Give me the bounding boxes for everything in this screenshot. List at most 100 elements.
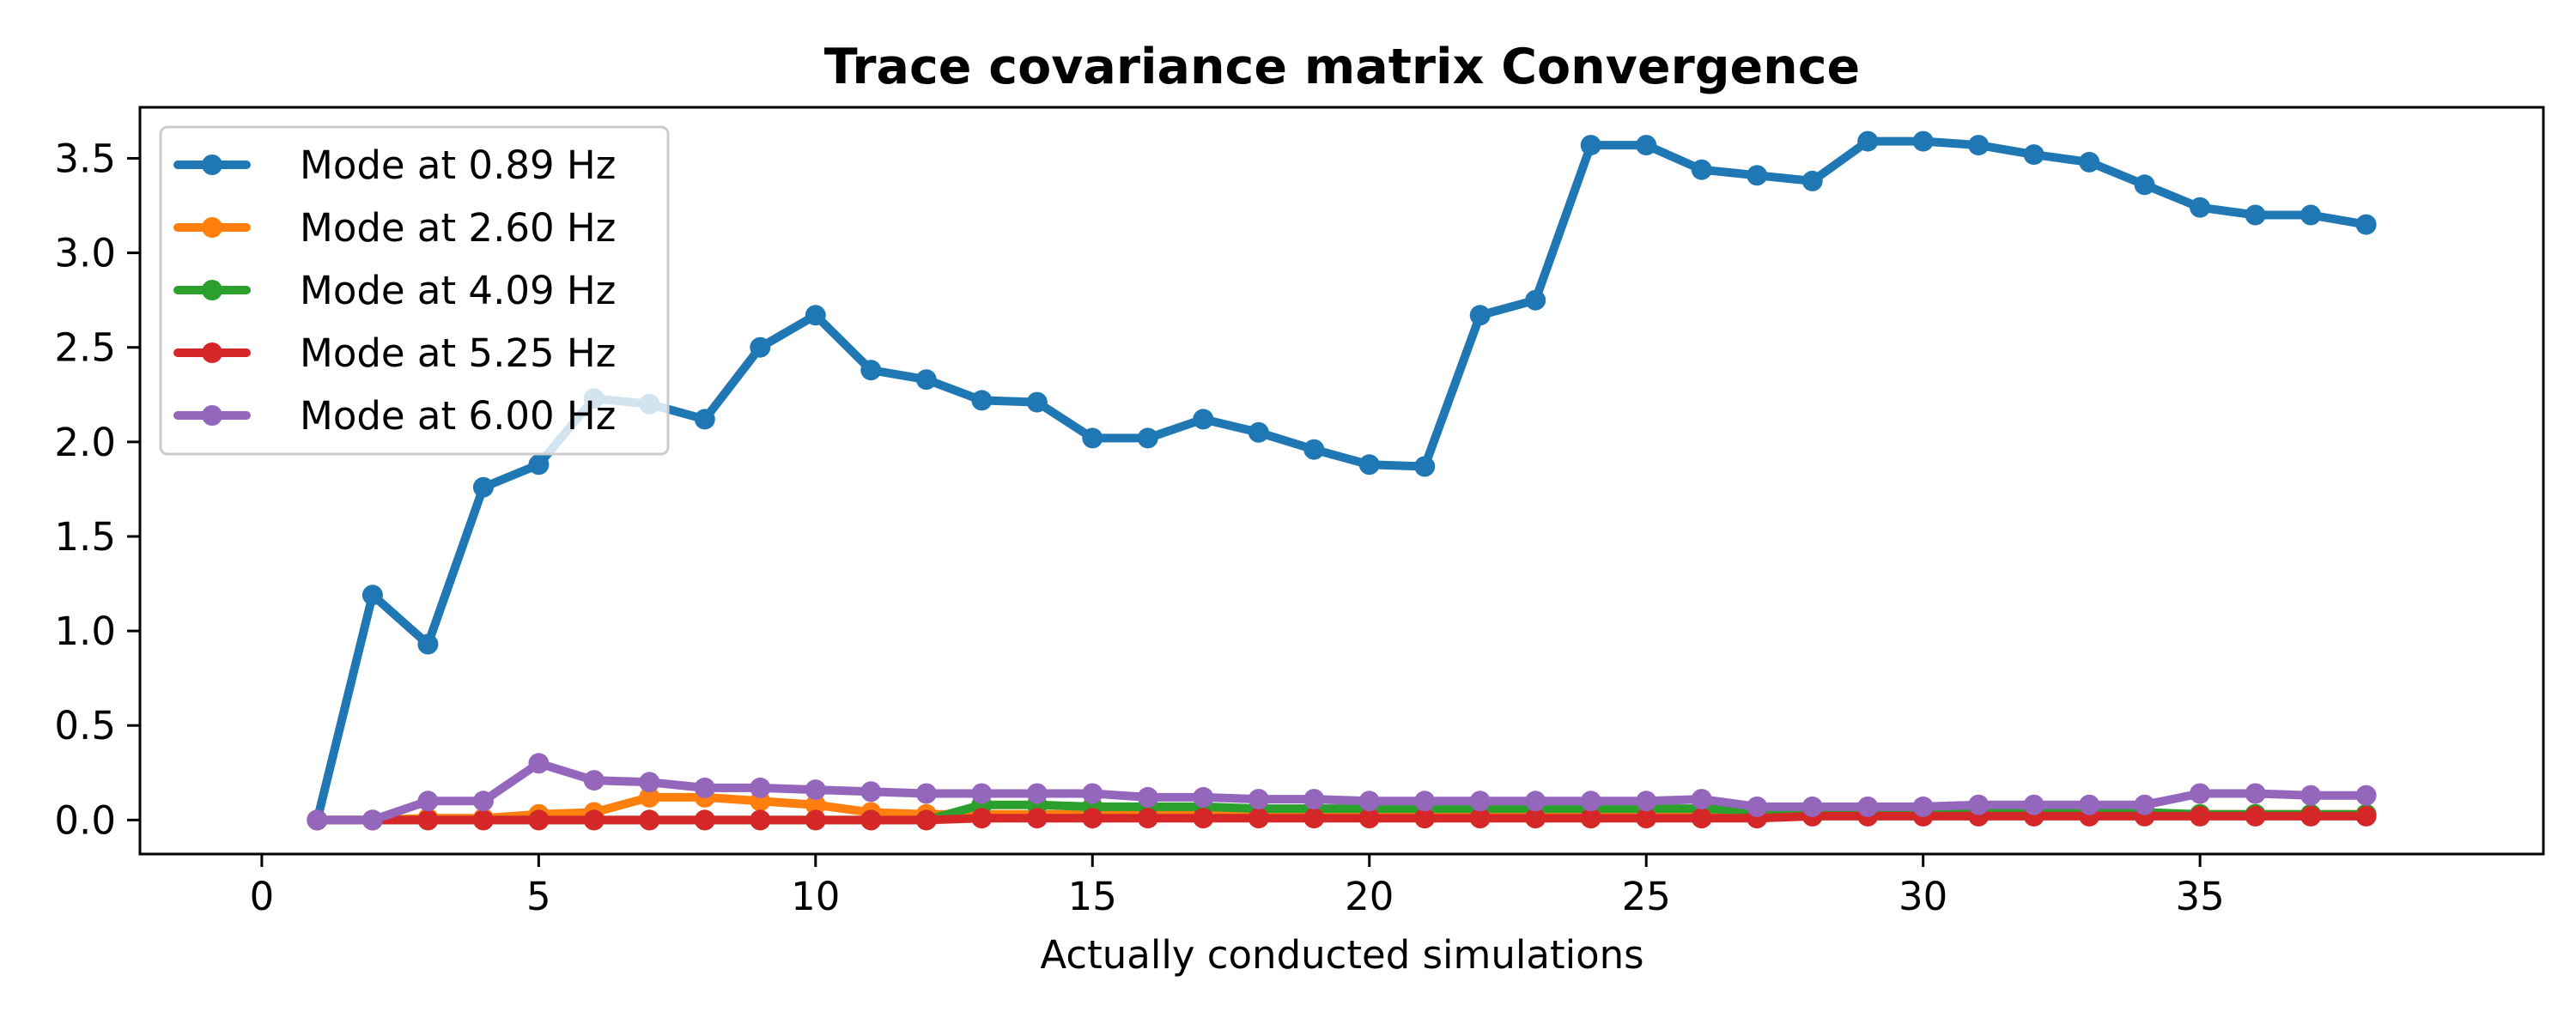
data-point-4-23 xyxy=(1580,791,1601,812)
data-point-3-23 xyxy=(1580,808,1601,829)
data-point-4-20 xyxy=(1414,791,1436,812)
data-point-4-27 xyxy=(1801,796,1823,817)
data-point-4-7 xyxy=(694,777,715,798)
data-point-4-1 xyxy=(361,809,383,831)
data-point-4-21 xyxy=(1469,791,1491,812)
data-point-3-4 xyxy=(528,809,550,831)
data-point-4-30 xyxy=(1968,794,1990,815)
y-tick-label-7: 3.5 xyxy=(54,136,116,181)
data-point-4-15 xyxy=(1137,786,1158,808)
data-point-0-24 xyxy=(1636,135,1657,156)
data-point-4-25 xyxy=(1691,789,1712,810)
chart-title: Trace covariance matrix Convergence xyxy=(824,39,1860,95)
data-point-0-10 xyxy=(860,360,882,381)
data-point-0-36 xyxy=(2300,204,2322,226)
data-point-0-23 xyxy=(1580,135,1601,156)
data-point-3-18 xyxy=(1303,808,1325,829)
data-point-4-11 xyxy=(915,783,937,804)
data-point-0-2 xyxy=(417,633,439,655)
plot-frame xyxy=(138,106,2545,856)
data-point-3-7 xyxy=(694,809,715,831)
data-point-4-32 xyxy=(2079,794,2100,815)
legend-marker-1 xyxy=(202,217,222,238)
data-point-4-37 xyxy=(2355,785,2377,806)
data-point-4-9 xyxy=(805,779,826,801)
data-point-4-36 xyxy=(2300,785,2322,806)
data-point-3-11 xyxy=(915,809,937,831)
x-tick-label-3: 15 xyxy=(1068,874,1117,919)
data-point-1-6 xyxy=(639,786,660,808)
data-point-4-33 xyxy=(2134,794,2155,815)
data-point-3-24 xyxy=(1636,808,1657,829)
data-point-3-3 xyxy=(472,809,494,831)
legend: Mode at 0.89 Hz Mode at 2.60 Hz Mode at 4.… xyxy=(159,125,670,456)
data-point-0-7 xyxy=(694,409,715,430)
data-point-3-20 xyxy=(1414,808,1436,829)
data-point-4-14 xyxy=(1082,783,1103,804)
legend-label-0: Mode at 0.89 Hz xyxy=(300,142,616,188)
data-point-4-2 xyxy=(417,791,439,812)
data-point-3-16 xyxy=(1193,808,1214,829)
data-point-0-4 xyxy=(528,454,550,476)
data-point-4-34 xyxy=(2190,783,2211,804)
data-point-3-37 xyxy=(2355,805,2377,827)
data-point-3-13 xyxy=(1026,808,1048,829)
data-point-0-16 xyxy=(1193,409,1214,430)
series-line-3 xyxy=(313,811,2371,825)
data-point-3-25 xyxy=(1691,808,1712,829)
y-tick-label-1: 0.5 xyxy=(54,703,116,748)
legend-marker-3 xyxy=(202,342,222,363)
data-point-4-8 xyxy=(750,777,771,798)
legend-box xyxy=(159,125,670,456)
data-point-4-28 xyxy=(1857,796,1879,817)
data-point-4-29 xyxy=(1912,796,1934,817)
data-point-0-18 xyxy=(1303,439,1325,460)
x-tick-label-2: 10 xyxy=(791,874,840,919)
data-point-4-24 xyxy=(1636,791,1657,812)
data-point-0-21 xyxy=(1469,305,1491,326)
data-point-3-22 xyxy=(1525,808,1546,829)
data-point-3-36 xyxy=(2300,805,2322,827)
x-axis-label: Actually conducted simulations xyxy=(1040,932,1643,978)
data-point-3-10 xyxy=(860,809,882,831)
data-point-0-12 xyxy=(971,390,993,411)
data-point-4-10 xyxy=(860,781,882,803)
data-point-3-19 xyxy=(1358,808,1380,829)
data-point-3-35 xyxy=(2245,805,2266,827)
data-point-4-4 xyxy=(528,753,550,774)
data-point-0-28 xyxy=(1857,130,1879,152)
legend-marker-2 xyxy=(202,280,222,300)
data-point-0-35 xyxy=(2245,204,2266,226)
series-4 xyxy=(307,753,2377,831)
data-point-0-30 xyxy=(1968,135,1990,156)
data-point-3-34 xyxy=(2190,805,2211,827)
data-point-0-19 xyxy=(1358,454,1380,476)
data-point-4-12 xyxy=(971,783,993,804)
data-point-3-9 xyxy=(805,809,826,831)
data-point-4-35 xyxy=(2245,783,2266,804)
legend-label-2: Mode at 4.09 Hz xyxy=(300,268,616,313)
data-point-0-34 xyxy=(2190,197,2211,218)
data-point-0-14 xyxy=(1082,427,1103,449)
x-tick-label-0: 0 xyxy=(250,874,275,919)
data-point-0-27 xyxy=(1801,170,1823,191)
data-point-0-1 xyxy=(361,585,383,606)
data-point-0-15 xyxy=(1137,427,1158,449)
y-tick-label-0: 0.0 xyxy=(54,797,116,843)
x-tick-label-1: 5 xyxy=(526,874,551,919)
x-tick-label-6: 30 xyxy=(1899,874,1947,919)
data-point-0-25 xyxy=(1691,159,1712,180)
data-point-3-8 xyxy=(750,809,771,831)
data-point-3-21 xyxy=(1469,808,1491,829)
y-tick-label-4: 2.0 xyxy=(54,420,116,465)
legend-label-3: Mode at 5.25 Hz xyxy=(300,330,616,376)
y-tick-label-5: 2.5 xyxy=(54,325,116,371)
data-point-3-6 xyxy=(639,809,660,831)
data-point-3-12 xyxy=(971,808,993,829)
x-tick-label-4: 20 xyxy=(1345,874,1394,919)
legend-marker-0 xyxy=(202,154,222,175)
data-point-0-33 xyxy=(2134,174,2155,196)
data-point-4-13 xyxy=(1026,783,1048,804)
